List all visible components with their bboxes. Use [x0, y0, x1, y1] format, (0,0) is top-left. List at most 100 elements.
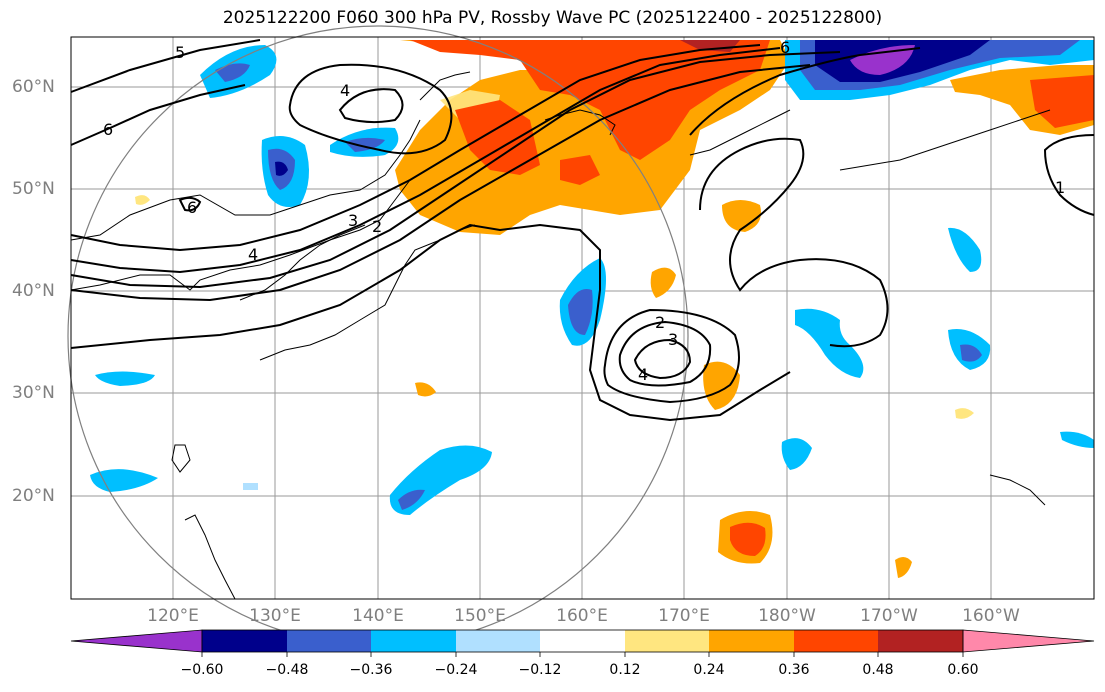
lon-label-160w: 160°W: [962, 606, 1020, 626]
colorbar-segment: [371, 630, 456, 652]
colorbar-tick-label: 0.24: [693, 662, 725, 678]
pv-positive-region: [1030, 75, 1094, 128]
pv-negative-region: [781, 438, 812, 470]
pv-negative-region: [850, 45, 915, 75]
contour-label: 4: [638, 365, 648, 384]
pv-contour: [70, 51, 841, 289]
pv-negative-region: [398, 489, 425, 510]
coastline: [689, 109, 791, 156]
colorbar-segment: [625, 630, 709, 652]
contour-label: 5: [175, 43, 185, 62]
pv-positive-region: [680, 40, 740, 52]
pv-negative-region: [243, 483, 258, 490]
colorbar-extend-left: [70, 629, 203, 653]
pv-contour: [70, 47, 781, 274]
lon-label-180w: 180°W: [758, 606, 816, 626]
pv-positive-region: [650, 267, 676, 298]
colorbar-outline: [201, 629, 964, 653]
page-title: 2025122200 F060 300 hPa PV, Rossby Wave …: [222, 8, 883, 28]
colorbar-tick-label: −0.48: [265, 662, 309, 678]
lat-label-40n: 40°N: [12, 281, 55, 301]
pv-negative-region: [795, 308, 864, 378]
coastline: [171, 444, 191, 473]
lon-label-130e: 130°E: [249, 606, 301, 626]
lon-label-120e: 120°E: [147, 606, 199, 626]
pv-negative-region: [960, 344, 982, 362]
pv-positive-region: [730, 522, 766, 556]
lon-label-150e: 150°E: [454, 606, 506, 626]
pv-negative-region: [95, 371, 155, 386]
pv-contour: [699, 137, 889, 348]
colorbar-tick-label: −0.24: [434, 662, 478, 678]
lon-label-140e: 140°E: [352, 606, 404, 626]
pv-contour: [70, 44, 761, 252]
pv-negative-region: [345, 137, 385, 152]
colorbar-segment: [456, 630, 540, 652]
pv-positive-region: [703, 361, 740, 410]
pv-negative-region: [948, 227, 982, 272]
pv-contour: [603, 308, 740, 404]
pv-positive-region: [955, 408, 974, 419]
lat-label-50n: 50°N: [12, 179, 55, 199]
colorbar-segment: [794, 630, 878, 652]
pv-positive-region: [895, 556, 912, 578]
colorbar-tick-label: 0.36: [778, 662, 810, 678]
pv-positive-region: [722, 200, 761, 232]
contour-label: 2: [655, 313, 665, 332]
pv-contour: [633, 338, 692, 380]
colorbar-extend-right: [962, 629, 1095, 653]
pv-positive-region: [560, 155, 600, 185]
coastline: [184, 514, 236, 600]
contour-label: 6: [103, 120, 113, 139]
pv-contour: [178, 196, 202, 212]
contour-label: 4: [340, 81, 350, 100]
pv-positive-region: [415, 382, 436, 397]
coastline: [839, 109, 1051, 171]
pv-negative-region: [215, 63, 250, 82]
lat-label-30n: 30°N: [12, 383, 55, 403]
contour-labels: 5 6 4 6 4 3 2 2 3 4 6 1: [103, 38, 1065, 384]
pv-contour: [1043, 134, 1095, 216]
coastline: [239, 224, 366, 301]
pv-negative-shading: [90, 40, 1094, 515]
lat-label-20n: 20°N: [12, 486, 55, 506]
contour-label: 2: [372, 217, 382, 236]
pv-contour: [288, 63, 453, 155]
pv-contour: [70, 84, 246, 146]
coastline: [70, 179, 411, 291]
pv-contour: [618, 320, 712, 387]
pv-contour: [70, 39, 261, 93]
coastline: [70, 119, 421, 241]
pv-positive-region: [455, 100, 540, 175]
colorbar-segment: [878, 630, 963, 652]
pv-contours: [70, 39, 1095, 422]
contour-label: 1: [1055, 178, 1065, 197]
lon-label-170e: 170°E: [658, 606, 710, 626]
pv-negative-region: [1060, 431, 1094, 448]
colorbar-tick-label: −0.60: [180, 662, 224, 678]
map-frame: [70, 36, 1095, 600]
contour-label: 3: [668, 330, 678, 349]
pv-contour: [338, 88, 404, 124]
coastline: [419, 71, 471, 101]
coastline: [989, 474, 1046, 506]
colorbar-tick-label: 0.12: [609, 662, 641, 678]
colorbar-segment: [709, 630, 794, 652]
pv-negative-region: [275, 161, 288, 176]
colorbar-segment: [287, 630, 371, 652]
lat-label-60n: 60°N: [12, 77, 55, 97]
colorbar-segment: [540, 630, 625, 652]
contour-label: 6: [187, 198, 197, 217]
contour-label: 3: [348, 211, 358, 230]
pv-contour: [689, 47, 921, 136]
pv-contour: [70, 64, 811, 302]
pv-contour: [70, 223, 791, 422]
lon-label-160e: 160°E: [556, 606, 608, 626]
contour-label: 4: [248, 245, 258, 264]
colorbar-segment: [202, 630, 287, 652]
colorbar-tick-label: 0.48: [862, 662, 894, 678]
lon-label-170w: 170°W: [860, 606, 918, 626]
colorbar-tick-label: −0.12: [518, 662, 562, 678]
pv-positive-region: [135, 195, 150, 205]
